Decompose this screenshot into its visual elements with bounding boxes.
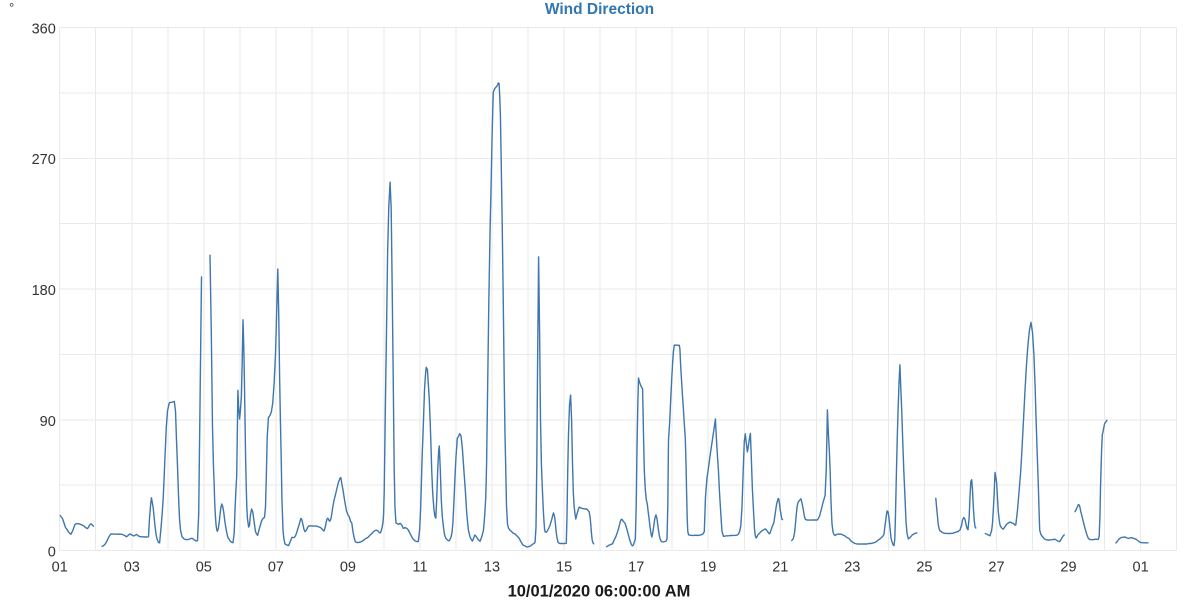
svg-text:Wind Direction: Wind Direction [545, 1, 654, 18]
svg-text:270: 270 [32, 152, 56, 168]
svg-text:21: 21 [772, 560, 788, 576]
svg-text:03: 03 [124, 560, 140, 576]
svg-text:11: 11 [412, 560, 427, 576]
svg-text:0: 0 [48, 545, 56, 561]
svg-text:19: 19 [700, 560, 716, 576]
svg-text:13: 13 [484, 560, 500, 576]
svg-text:15: 15 [556, 560, 572, 576]
svg-text:29: 29 [1060, 560, 1076, 576]
svg-text:17: 17 [628, 560, 644, 576]
svg-text:°: ° [9, 0, 14, 15]
svg-text:180: 180 [32, 283, 56, 299]
svg-text:05: 05 [196, 560, 212, 576]
svg-text:90: 90 [40, 414, 56, 430]
svg-text:01: 01 [1133, 560, 1149, 576]
svg-text:01: 01 [52, 560, 68, 576]
svg-text:360: 360 [32, 22, 56, 38]
svg-text:27: 27 [988, 560, 1004, 576]
svg-text:07: 07 [268, 560, 284, 576]
svg-text:09: 09 [340, 560, 356, 576]
svg-text:23: 23 [844, 560, 860, 576]
svg-text:25: 25 [916, 560, 932, 576]
svg-text:10/01/2020 06:00:00 AM: 10/01/2020 06:00:00 AM [508, 583, 691, 601]
